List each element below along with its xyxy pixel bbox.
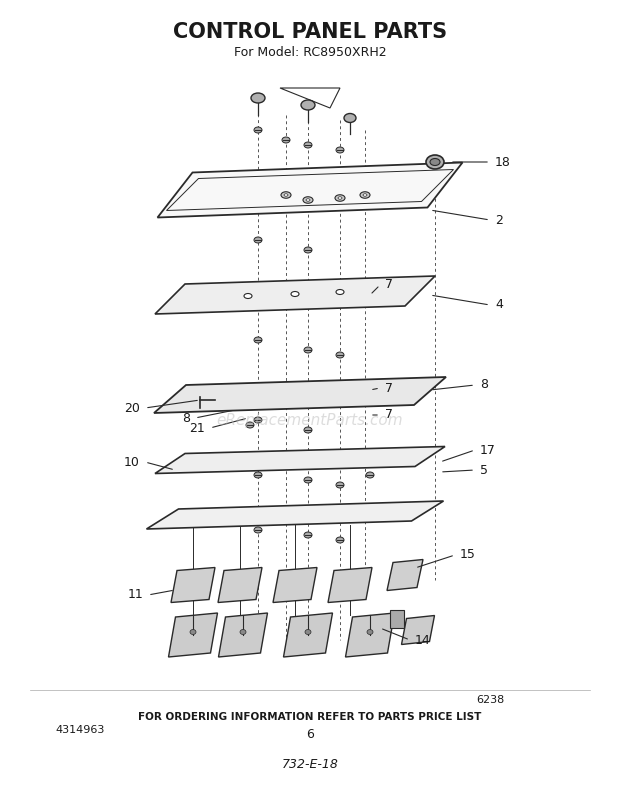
Text: 14: 14: [415, 634, 431, 647]
Polygon shape: [218, 567, 262, 603]
Ellipse shape: [254, 127, 262, 133]
Text: 7: 7: [385, 381, 393, 395]
Bar: [390, 610, 404, 628]
Text: 4314963: 4314963: [55, 725, 104, 735]
Polygon shape: [155, 446, 445, 473]
Ellipse shape: [306, 199, 310, 201]
Ellipse shape: [254, 337, 262, 343]
Polygon shape: [273, 567, 317, 603]
Text: eReplacementParts.com: eReplacementParts.com: [216, 413, 404, 428]
Ellipse shape: [336, 289, 344, 295]
Ellipse shape: [254, 527, 262, 533]
Ellipse shape: [335, 195, 345, 201]
Ellipse shape: [430, 159, 440, 166]
Text: 17: 17: [480, 443, 496, 457]
Ellipse shape: [281, 192, 291, 198]
Text: 7: 7: [385, 278, 393, 292]
Polygon shape: [402, 615, 435, 645]
Text: 7: 7: [385, 409, 393, 421]
Ellipse shape: [282, 137, 290, 143]
Polygon shape: [387, 560, 423, 590]
Ellipse shape: [303, 196, 313, 204]
Ellipse shape: [304, 347, 312, 353]
Ellipse shape: [240, 630, 246, 634]
Ellipse shape: [336, 537, 344, 543]
Text: 732-E-18: 732-E-18: [281, 758, 339, 771]
Ellipse shape: [284, 194, 288, 196]
Text: 2: 2: [495, 214, 503, 226]
Ellipse shape: [304, 427, 312, 433]
Ellipse shape: [344, 113, 356, 123]
Text: 6238: 6238: [476, 695, 504, 705]
Text: 5: 5: [480, 464, 488, 476]
Ellipse shape: [366, 472, 374, 478]
Text: 21: 21: [189, 421, 205, 435]
Ellipse shape: [336, 482, 344, 488]
Ellipse shape: [254, 237, 262, 243]
Ellipse shape: [244, 293, 252, 299]
Ellipse shape: [360, 192, 370, 198]
Polygon shape: [169, 613, 218, 657]
Polygon shape: [171, 567, 215, 603]
Ellipse shape: [426, 155, 444, 169]
Polygon shape: [155, 276, 435, 314]
Polygon shape: [345, 613, 394, 657]
Ellipse shape: [254, 417, 262, 423]
Ellipse shape: [251, 93, 265, 103]
Ellipse shape: [304, 247, 312, 253]
Ellipse shape: [367, 630, 373, 634]
Ellipse shape: [363, 194, 367, 196]
Text: 4: 4: [495, 299, 503, 311]
Ellipse shape: [190, 630, 196, 634]
Text: 18: 18: [495, 156, 511, 168]
Polygon shape: [328, 567, 372, 603]
Text: For Model: RC8950XRH2: For Model: RC8950XRH2: [234, 46, 386, 58]
Text: 15: 15: [460, 549, 476, 561]
Ellipse shape: [254, 472, 262, 478]
Polygon shape: [283, 613, 332, 657]
Ellipse shape: [301, 100, 315, 110]
Text: FOR ORDERING INFORMATION REFER TO PARTS PRICE LIST: FOR ORDERING INFORMATION REFER TO PARTS …: [138, 712, 482, 722]
Ellipse shape: [304, 532, 312, 538]
Text: 6: 6: [306, 728, 314, 741]
Polygon shape: [154, 377, 446, 413]
Text: 8: 8: [182, 412, 190, 424]
Ellipse shape: [291, 292, 299, 296]
Ellipse shape: [246, 422, 254, 428]
Ellipse shape: [336, 147, 344, 153]
Ellipse shape: [336, 352, 344, 358]
Ellipse shape: [304, 142, 312, 148]
Text: 20: 20: [124, 402, 140, 414]
Text: 11: 11: [127, 589, 143, 601]
Ellipse shape: [338, 196, 342, 199]
Text: 10: 10: [124, 456, 140, 468]
Polygon shape: [218, 613, 267, 657]
Polygon shape: [146, 501, 443, 529]
Text: CONTROL PANEL PARTS: CONTROL PANEL PARTS: [173, 22, 447, 42]
Ellipse shape: [305, 630, 311, 634]
Ellipse shape: [304, 477, 312, 483]
Polygon shape: [157, 163, 463, 218]
Text: 8: 8: [480, 379, 488, 391]
